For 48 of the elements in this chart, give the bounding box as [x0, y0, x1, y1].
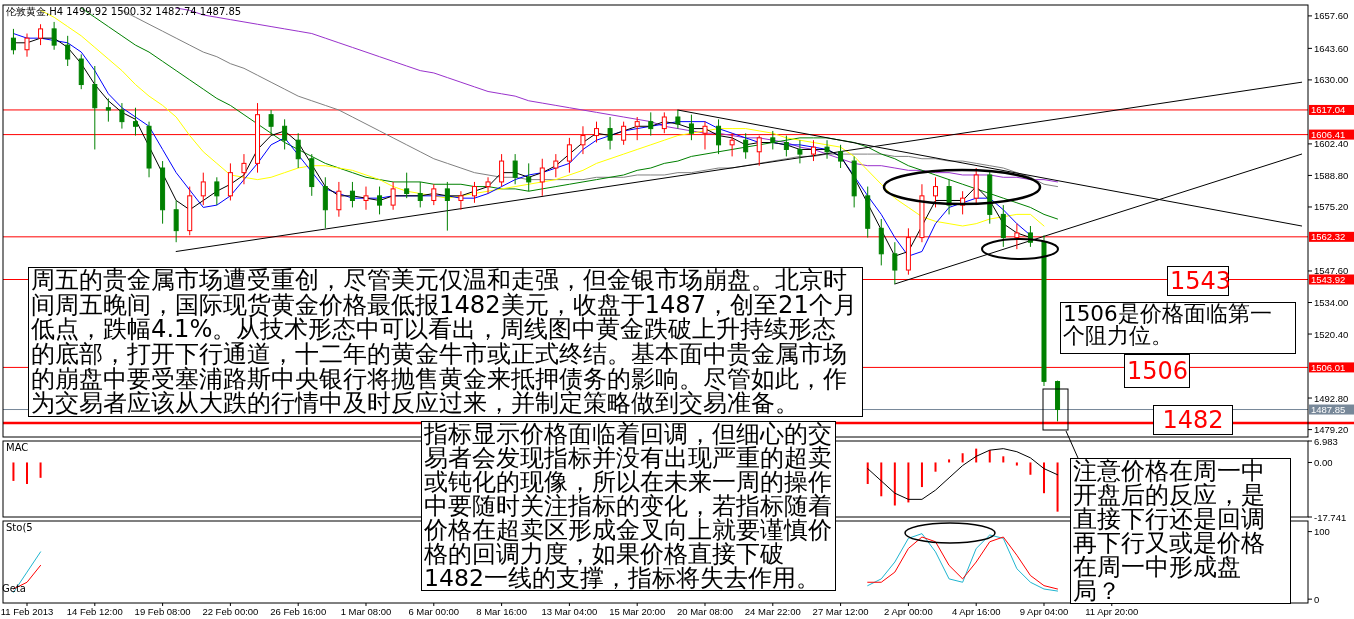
x-tick-label: 24 Mar 22:00 [744, 606, 801, 617]
x-tick-label: 8 Mar 16:00 [476, 606, 527, 617]
annotation: Geta [2, 583, 27, 596]
y-tick-label: -17.741 [1314, 511, 1347, 523]
annotation: 1482 [1153, 405, 1233, 435]
y-tick-label: 1643.60 [1314, 42, 1349, 54]
x-tick-label: 2 Apr 00:00 [884, 606, 933, 617]
x-tick-label: 1 Mar 08:00 [340, 606, 392, 617]
y-tick-label: 1588.80 [1314, 169, 1349, 181]
ref-line-label: 1506.01 [1311, 361, 1346, 373]
x-tick-label: 4 Apr 16:00 [951, 606, 1001, 617]
x-tick-label: 14 Feb 12:00 [66, 606, 123, 617]
y-tick-label: 1602.40 [1314, 138, 1349, 150]
annotation: 周五的贵金属市场遭受重创，尽管美元仅温和走强，但金银市场崩盘。北京时间周五晚间，国际现货黄金价格最低报1482美元，收盘于1487，创至21个月低点，跌幅4.1%。从技术形态中可以看出，周线图中黄金跌破上升持续形态的底部，打开下行通道，十二年的黄金牛市或正式终结。基本面中贵金属市场的崩盘中要受塞浦路斯中央银行将抛售黄金来抵押债务的影响。尽管如此，作为交易者应该从大跌的行情中及时反应过来，并制定策略做到交易准备。 [28, 266, 863, 418]
ref-line-label: 1487.85 [1311, 404, 1346, 416]
x-tick-label: 19 Feb 08:00 [134, 606, 191, 617]
ref-line-label: 1543.92 [1311, 274, 1346, 285]
x-tick-label: 6 Mar 00:00 [408, 606, 460, 617]
x-tick-label: 11 Apr 20:00 [1085, 606, 1139, 617]
y-tick-label: 1534.00 [1314, 297, 1349, 309]
y-tick-label: 0 [1314, 593, 1320, 605]
y-tick-label: 100 [1314, 526, 1330, 538]
x-tick-label: 27 Mar 12:00 [812, 606, 869, 617]
chart-title: Sto(5 [6, 522, 33, 533]
y-tick-label: 1575.20 [1314, 201, 1349, 213]
annotation: 注意价格在周一中开盘后的反应，是直接下行还是回调再下行又或是价格在周一中形成盘局？ [1070, 457, 1291, 606]
chart-title: MAC [6, 442, 29, 453]
annotation: 指标显示价格面临着回调，但细心的交易者会发现指标并没有出现严重的超卖或钝化的现像，所以在未来一周的操作中要随时关注指标的变化，若指标随着价格在超卖区形成金叉向上就要谨慎价格的回调力度，如果价格直接下破1482一线的支撑，指标将失去作用。 [421, 420, 836, 593]
y-tick-label: 1547.60 [1314, 265, 1349, 277]
y-tick-label: 1479.20 [1314, 424, 1349, 436]
x-tick-label: 11 Feb 2013 [0, 606, 54, 617]
y-tick-label: 1657.60 [1314, 10, 1349, 22]
y-tick-label: 1520.40 [1314, 328, 1349, 340]
x-tick-label: 13 Mar 04:00 [541, 606, 598, 617]
x-tick-label: 26 Feb 16:00 [270, 606, 327, 617]
x-tick-label: 20 Mar 08:00 [677, 606, 733, 617]
ref-line-label: 1606.41 [1311, 129, 1346, 141]
y-tick-label: 1492.80 [1314, 392, 1349, 404]
y-tick-label: 6.983 [1314, 435, 1338, 447]
x-tick-label: 15 Mar 20:00 [609, 606, 666, 617]
annotation: 1506是价格面临第一个阻力位。 [1060, 301, 1296, 354]
annotation: 1506 [1124, 354, 1190, 388]
y-tick-label: 0.00 [1314, 456, 1333, 468]
y-tick-label: 1630.00 [1314, 74, 1349, 86]
ref-line-label: 1562.32 [1311, 231, 1346, 243]
ref-line-label: 1617.04 [1311, 104, 1346, 116]
x-tick-label: 9 Apr 04:00 [1019, 606, 1069, 617]
x-tick-label: 22 Feb 00:00 [202, 606, 259, 617]
